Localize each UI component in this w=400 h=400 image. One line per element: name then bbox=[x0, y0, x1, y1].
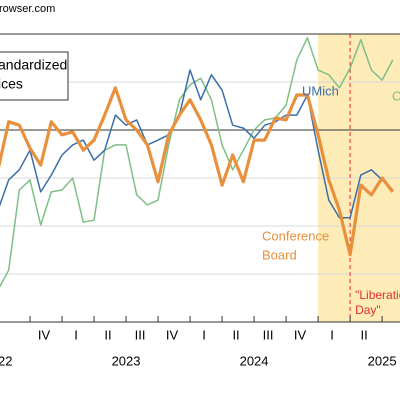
series-line bbox=[0, 86, 395, 257]
x-year-label: 2023 bbox=[112, 353, 141, 368]
series-label: C bbox=[392, 88, 400, 103]
legend-title: ices bbox=[0, 76, 23, 92]
x-tick-label: III bbox=[263, 327, 274, 342]
x-tick-label: II bbox=[360, 327, 367, 342]
x-tick-label: I bbox=[202, 327, 206, 342]
x-tick-label: III bbox=[135, 327, 146, 342]
x-tick-label: I bbox=[330, 327, 334, 342]
legend-box bbox=[0, 51, 69, 101]
series-label: Board bbox=[262, 247, 297, 262]
x-tick-label: II bbox=[232, 327, 239, 342]
series-label: Conference bbox=[262, 228, 329, 243]
series-line bbox=[0, 69, 394, 219]
x-year-label: 2024 bbox=[240, 353, 269, 368]
x-tick-label: II bbox=[104, 327, 111, 342]
x-tick-label: I bbox=[74, 327, 78, 342]
x-tick-label: IV bbox=[38, 327, 51, 342]
x-tick-label: IV bbox=[166, 327, 179, 342]
x-tick-label: IV bbox=[294, 327, 307, 342]
event-label: "Liberation bbox=[355, 288, 400, 302]
source: rowser.com bbox=[0, 3, 55, 15]
legend-title: andardized bbox=[0, 57, 67, 73]
x-year-label: 2025 bbox=[368, 353, 397, 368]
event-label: Day" bbox=[355, 303, 381, 317]
series-line bbox=[0, 37, 394, 288]
series-label: UMich bbox=[302, 83, 339, 98]
x-year-label: 2022 bbox=[0, 353, 12, 368]
